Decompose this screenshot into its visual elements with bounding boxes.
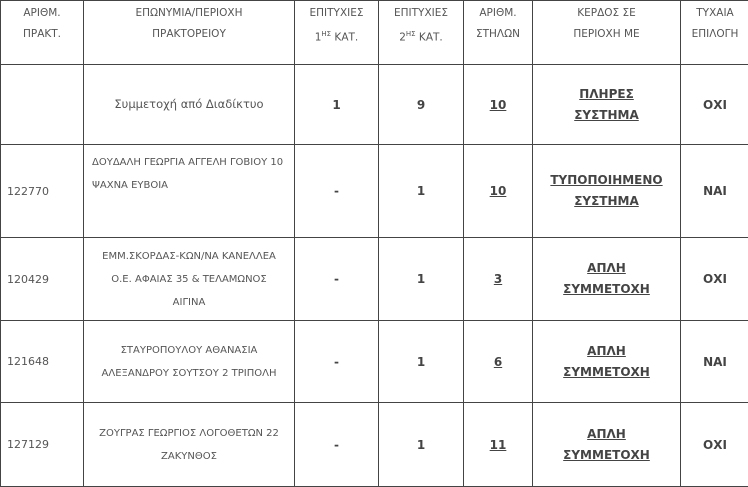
practice-number: 127129 <box>1 403 84 487</box>
random-choice: ΟΧΙ <box>681 403 748 487</box>
columns-count: 11 <box>464 403 533 487</box>
second-category-wins: 1 <box>379 145 464 238</box>
second-category-wins: 1 <box>379 321 464 403</box>
practice-number <box>1 65 84 145</box>
first-category-wins: 1 <box>295 65 379 145</box>
random-choice: ΟΧΙ <box>681 65 748 145</box>
columns-count: 3 <box>464 238 533 321</box>
practice-number: 120429 <box>1 238 84 321</box>
columns-link[interactable]: 6 <box>494 355 502 369</box>
first-category-wins: - <box>295 321 379 403</box>
columns-link[interactable]: 11 <box>490 438 507 452</box>
agency-name: Συμμετοχή από Διαδίκτυο <box>84 65 295 145</box>
practice-number: 121648 <box>1 321 84 403</box>
columns-link[interactable]: 10 <box>490 98 507 112</box>
practice-number: 122770 <box>1 145 84 238</box>
header-practice-no: ΑΡΙΘΜ.ΠΡΑΚΤ. <box>1 1 84 65</box>
header-columns: ΑΡΙΘΜ.ΣΤΗΛΩΝ <box>464 1 533 65</box>
second-category-wins: 1 <box>379 238 464 321</box>
first-category-wins: - <box>295 238 379 321</box>
columns-count: 10 <box>464 145 533 238</box>
columns-link[interactable]: 10 <box>490 184 507 198</box>
second-category-wins: 1 <box>379 403 464 487</box>
columns-count: 6 <box>464 321 533 403</box>
columns-count: 10 <box>464 65 533 145</box>
second-category-wins: 9 <box>379 65 464 145</box>
columns-link[interactable]: 3 <box>494 272 502 286</box>
first-category-wins: - <box>295 145 379 238</box>
random-choice: ΟΧΙ <box>681 238 748 321</box>
first-category-wins: - <box>295 403 379 487</box>
random-choice: ΝΑΙ <box>681 145 748 238</box>
random-choice: ΝΑΙ <box>681 321 748 403</box>
